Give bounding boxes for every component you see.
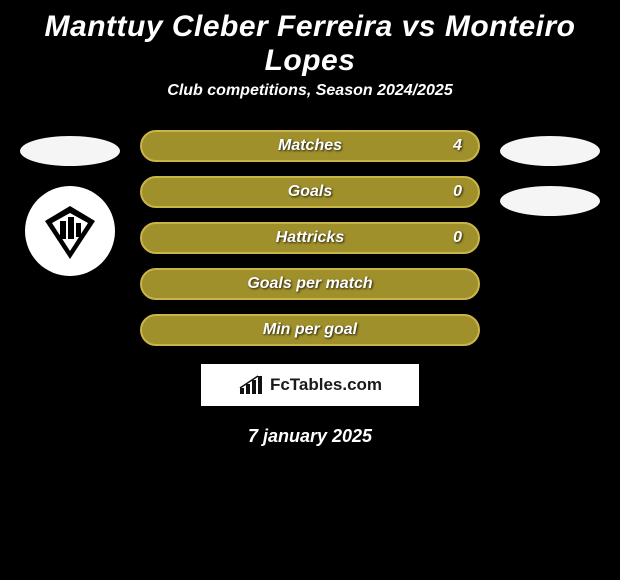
player-right-oval bbox=[500, 136, 600, 166]
metric-label: Goals bbox=[288, 183, 332, 201]
subtitle: Club competitions, Season 2024/2025 bbox=[0, 82, 620, 100]
academica-logo-icon bbox=[40, 201, 100, 261]
brand-box: FcTables.com bbox=[201, 364, 419, 406]
metric-bar: Goals 0 bbox=[140, 176, 480, 208]
bar-chart-icon bbox=[238, 374, 264, 396]
metric-bar: Goals per match bbox=[140, 268, 480, 300]
metric-bars: Matches 4 Goals 0 Hattricks 0 Goals per … bbox=[140, 130, 480, 346]
player-left-oval bbox=[20, 136, 120, 166]
metric-bar: Matches 4 bbox=[140, 130, 480, 162]
page-title: Manttuy Cleber Ferreira vs Monteiro Lope… bbox=[0, 0, 620, 82]
club-badge-left bbox=[25, 186, 115, 276]
brand-text: FcTables.com bbox=[270, 375, 382, 395]
metric-value: 0 bbox=[453, 183, 462, 201]
metric-label: Goals per match bbox=[247, 275, 372, 293]
player-left-column bbox=[20, 130, 120, 276]
metric-label: Matches bbox=[278, 137, 342, 155]
comparison-row: Matches 4 Goals 0 Hattricks 0 Goals per … bbox=[0, 130, 620, 346]
metric-bar: Min per goal bbox=[140, 314, 480, 346]
metric-value: 4 bbox=[453, 137, 462, 155]
club-right-oval bbox=[500, 186, 600, 216]
metric-label: Min per goal bbox=[263, 321, 357, 339]
metric-bar: Hattricks 0 bbox=[140, 222, 480, 254]
snapshot-date: 7 january 2025 bbox=[0, 426, 620, 447]
metric-label: Hattricks bbox=[276, 229, 344, 247]
metric-value: 0 bbox=[453, 229, 462, 247]
player-right-column bbox=[500, 130, 600, 216]
